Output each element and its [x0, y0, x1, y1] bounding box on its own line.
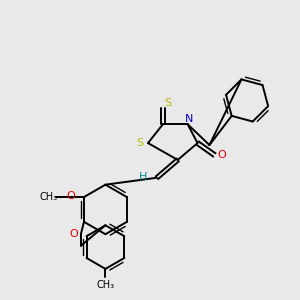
Text: CH₃: CH₃ [96, 280, 115, 290]
Text: O: O [67, 191, 76, 201]
Text: CH₃: CH₃ [39, 192, 57, 202]
Text: O: O [70, 229, 78, 239]
Text: S: S [136, 138, 144, 148]
Text: N: N [184, 114, 193, 124]
Text: S: S [164, 98, 171, 108]
Text: O: O [217, 150, 226, 160]
Text: H: H [139, 172, 147, 182]
